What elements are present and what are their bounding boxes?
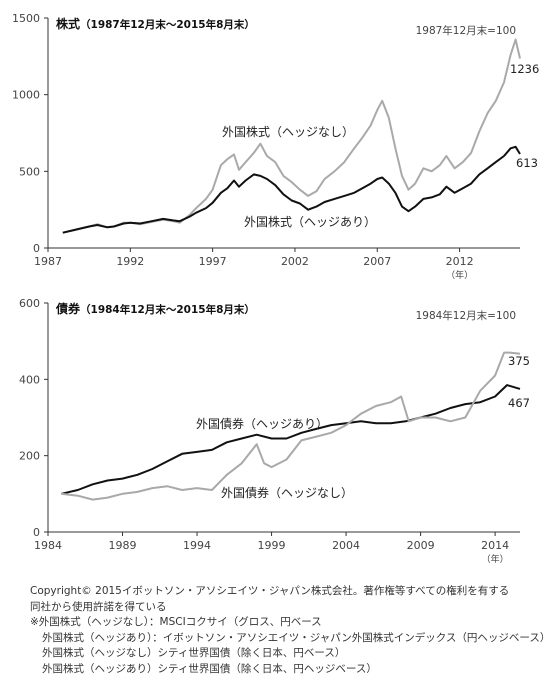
footnotes: Copyright© 2015イボットソン・アソシエイツ・ジャパン株式会社。著作…	[30, 584, 550, 677]
chart2-x-tick-label: 1994	[183, 539, 211, 552]
footnote-4: 外国株式（ヘッジあり）シティ世界国債（除く日本、円ヘッジベース）	[42, 662, 377, 675]
chart2-x-tick-label: 2009	[407, 539, 435, 552]
chart2-title: 債券（1984年12月末～2015年8月末）	[55, 301, 255, 316]
chart2-x-unit: （年）	[482, 553, 509, 565]
chart1-series-label-2: 外国株式（ヘッジあり）	[244, 214, 376, 229]
chart2-x-tick-label: 2014	[481, 539, 509, 552]
chart2-x-tick-label: 1984	[34, 539, 62, 552]
chart1-y-tick-label: 1000	[12, 89, 40, 102]
chart1-end-value-1: 1236	[510, 62, 539, 76]
chart1-end-value-2: 613	[516, 156, 538, 170]
chart2-subtitle: （1984年12月末～2015年8月末）	[80, 303, 255, 316]
footnote-3: 外国株式（ヘッジなし）シティ世界国債（除く日本、円ベース）	[42, 647, 346, 659]
chart2-series-label-2: 外国債券（ヘッジなし）	[221, 485, 353, 500]
chart2-y-tick-label: 200	[19, 450, 40, 463]
chart1-x-tick-label: 2007	[363, 255, 391, 268]
chart1-x-tick-label: 1987	[34, 255, 62, 268]
chart2-y-tick-label: 400	[19, 373, 40, 386]
chart1-x-unit: （年）	[446, 269, 473, 281]
chart2-series-label-1: 外国債券（ヘッジあり）	[196, 416, 328, 431]
chart1-x-tick-label: 2012	[446, 255, 474, 268]
chart2-title-main: 債券	[55, 301, 81, 316]
chart1-subtitle: （1987年12月末～2015年8月末）	[80, 18, 255, 31]
chart2-end-value-2: 467	[508, 396, 530, 410]
chart1-series-label-1: 外国株式（ヘッジなし）	[222, 124, 354, 139]
chart1-base-note: 1987年12月末=100	[416, 24, 516, 37]
chart2-base-note: 1984年12月末=100	[416, 309, 516, 322]
chart2-y-tick-label: 0	[33, 526, 40, 539]
chart2-series-line-1	[61, 384, 521, 495]
chart2-x-tick-label: 1989	[109, 539, 137, 552]
chart2-x-tick-label: 1999	[258, 539, 286, 552]
footnote-1: ※外国株式（ヘッジなし）：MSCIコクサイ（グロス、円ベース	[30, 616, 322, 628]
chart1-series-line-2	[62, 145, 521, 234]
chart1-x-tick-label: 2002	[281, 255, 309, 268]
chart2-series-line-2	[61, 351, 521, 501]
chart2-x-tick-label: 2004	[332, 539, 360, 552]
chart1-x-tick-label: 1992	[116, 255, 144, 268]
chart1-title-main: 株式	[56, 16, 80, 31]
chart1-title: 株式（1987年12月末～2015年8月末）	[56, 16, 255, 31]
chart2-y-tick-label: 600	[19, 297, 40, 310]
copyright-line-2: 同社から使用許諾を得ている	[30, 600, 167, 613]
chart2-end-value-1: 375	[508, 354, 530, 368]
chart1-y-tick-label: 500	[19, 165, 40, 178]
chart1-y-tick-label: 0	[33, 242, 40, 255]
copyright-line-1: Copyright© 2015イボットソン・アソシエイツ・ジャパン株式会社。著作…	[30, 585, 510, 597]
chart1-x-tick-label: 1997	[199, 255, 227, 268]
footnote-2: 外国株式（ヘッジあり）：イボットソン・アソシエイツ・ジャパン外国株式インデックス…	[42, 631, 550, 644]
chart1-y-tick-label: 1500	[12, 12, 40, 25]
